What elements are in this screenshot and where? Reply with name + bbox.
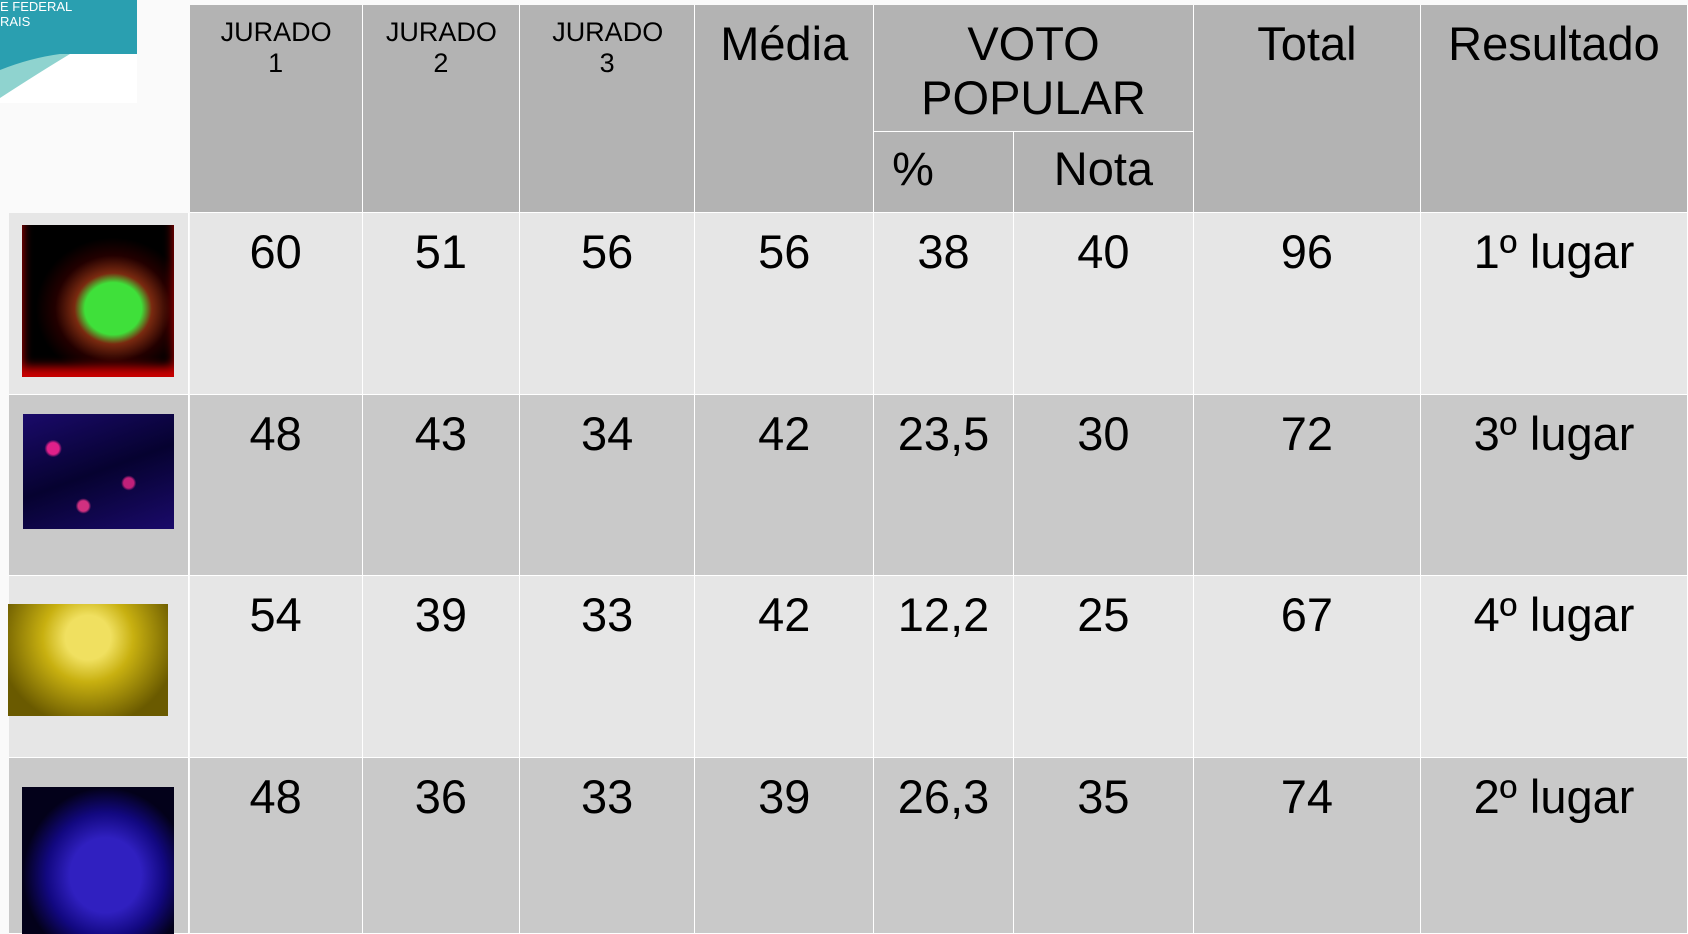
table-cell: % (874, 132, 1014, 213)
cell-text: 2º lugar (1474, 770, 1635, 824)
table-cell: 35 (1014, 758, 1194, 934)
table-cell: 39 (363, 576, 520, 758)
cell-text: 74 (1281, 770, 1333, 824)
thumbnail (8, 604, 168, 716)
table-cell: 25 (1014, 576, 1194, 758)
thumbnail (22, 225, 174, 377)
table-cell: JURADO 1 (190, 5, 363, 213)
cell-text: 33 (581, 770, 633, 824)
table-cell: 42 (695, 576, 874, 758)
cell-text: 40 (1077, 225, 1129, 279)
table-cell: JURADO 3 (520, 5, 695, 213)
cell-text: % (892, 142, 934, 196)
cell-text: 96 (1281, 225, 1333, 279)
table-cell: 33 (520, 576, 695, 758)
logo: E FEDERAL RAIS (0, 0, 140, 104)
cell-text: 72 (1281, 407, 1333, 461)
cell-text: JURADO 1 (221, 17, 331, 79)
table-cell: 38 (874, 213, 1014, 395)
cell-text: 12,2 (898, 588, 989, 642)
thumbnail (23, 414, 174, 529)
cell-text: 30 (1077, 407, 1129, 461)
table-cell: 67 (1194, 576, 1421, 758)
table-cell: 23,5 (874, 395, 1014, 576)
cell-text: 39 (758, 770, 810, 824)
cell-text: 60 (250, 225, 302, 279)
cell-text: JURADO 2 (386, 17, 496, 79)
cell-text: 4º lugar (1474, 588, 1635, 642)
cell-text: 38 (917, 225, 969, 279)
table-cell: 12,2 (874, 576, 1014, 758)
cell-text: 48 (250, 407, 302, 461)
cell-text: Nota (1054, 142, 1153, 196)
table-cell: 60 (190, 213, 363, 395)
table-cell: 36 (363, 758, 520, 934)
cell-text: Resultado (1448, 17, 1660, 71)
cell-text: 42 (758, 588, 810, 642)
cell-text: 35 (1077, 770, 1129, 824)
logo-text: E FEDERAL (0, 0, 72, 14)
cell-text: 25 (1077, 588, 1129, 642)
thumbnail (22, 787, 174, 934)
table-cell: 56 (695, 213, 874, 395)
table-cell: 96 (1194, 213, 1421, 395)
table-cell: 54 (190, 576, 363, 758)
cell-text: 42 (758, 407, 810, 461)
cell-text: 51 (415, 225, 467, 279)
table-cell: JURADO 2 (363, 5, 520, 213)
cell-text: Total (1257, 17, 1356, 71)
table-cell: Resultado (1421, 5, 1688, 213)
table-cell: 56 (520, 213, 695, 395)
cell-text: JURADO 3 (552, 17, 662, 79)
table-cell: Média (695, 5, 874, 213)
cell-text: 67 (1281, 588, 1333, 642)
table-cell: 43 (363, 395, 520, 576)
cell-text: 56 (581, 225, 633, 279)
cell-text: 34 (581, 407, 633, 461)
table-cell: 51 (363, 213, 520, 395)
cell-text: 39 (415, 588, 467, 642)
cell-text: 33 (581, 588, 633, 642)
page: E FEDERAL RAIS (() => { const data = JSO… (0, 0, 1688, 934)
table-cell: 3º lugar (1421, 395, 1688, 576)
cell-text: 54 (250, 588, 302, 642)
cell-text: 23,5 (898, 407, 989, 461)
cell-text: 43 (415, 407, 467, 461)
cell-text: VOTO POPULAR (908, 17, 1158, 125)
table-cell: 48 (190, 758, 363, 934)
table-cell: 1º lugar (1421, 213, 1688, 395)
table-cell: 26,3 (874, 758, 1014, 934)
table-cell: 74 (1194, 758, 1421, 934)
table-cell: 39 (695, 758, 874, 934)
cell-text: 3º lugar (1474, 407, 1635, 461)
table-cell: Nota (1014, 132, 1194, 213)
cell-text: 1º lugar (1474, 225, 1635, 279)
table-cell: 34 (520, 395, 695, 576)
cell-text: Média (720, 17, 848, 71)
cell-text: 56 (758, 225, 810, 279)
logo-text: RAIS (0, 14, 31, 29)
table-cell: Total (1194, 5, 1421, 213)
table-cell: 40 (1014, 213, 1194, 395)
table-cell: 30 (1014, 395, 1194, 576)
table-cell: 2º lugar (1421, 758, 1688, 934)
cell-text: 36 (415, 770, 467, 824)
table-cell: 72 (1194, 395, 1421, 576)
cell-text: 48 (250, 770, 302, 824)
table-cell: 33 (520, 758, 695, 934)
table-cell: 42 (695, 395, 874, 576)
cell-text: 26,3 (898, 770, 989, 824)
table-cell: 48 (190, 395, 363, 576)
table-cell: VOTO POPULAR (874, 5, 1194, 132)
table-cell: 4º lugar (1421, 576, 1688, 758)
